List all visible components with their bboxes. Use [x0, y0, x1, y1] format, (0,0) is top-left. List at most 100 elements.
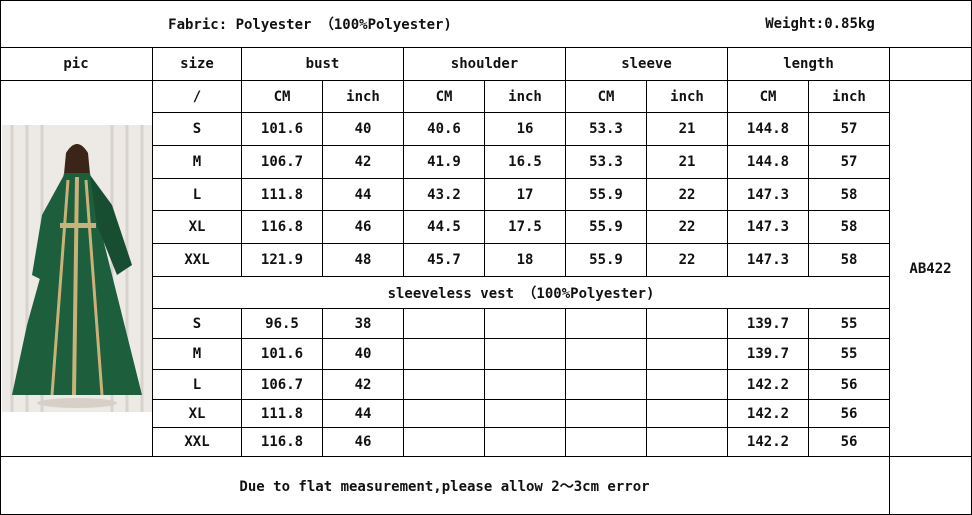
measurement-cell: 142.2 [728, 428, 809, 457]
measurement-cell: 147.3 [728, 244, 809, 277]
measurement-cell: 40 [323, 339, 404, 370]
measurement-cell [566, 428, 647, 457]
measurement-cell [566, 400, 647, 428]
unit-header: inch [485, 81, 566, 113]
measurement-cell: 53.3 [566, 113, 647, 146]
measurement-cell: 116.8 [242, 428, 323, 457]
measurement-cell: 40 [323, 113, 404, 146]
measurement-cell: 38 [323, 309, 404, 339]
unit-header: / [153, 81, 242, 113]
measurement-cell: 53.3 [566, 146, 647, 179]
fabric-label: Fabric: Polyester （100%Polyester) [168, 17, 452, 33]
measurement-cell [404, 400, 485, 428]
measurement-cell: 147.3 [728, 211, 809, 244]
measurement-cell: 21 [647, 146, 728, 179]
measurement-cell: 21 [647, 113, 728, 146]
column-header-shoulder: shoulder [404, 48, 566, 81]
empty-header [890, 48, 972, 81]
unit-header: inch [809, 81, 890, 113]
measurement-cell: 55.9 [566, 211, 647, 244]
measurement-cell: 41.9 [404, 146, 485, 179]
measurement-cell [485, 339, 566, 370]
measurement-cell [404, 370, 485, 400]
measurement-cell: 43.2 [404, 179, 485, 211]
measurement-cell [647, 309, 728, 339]
measurement-cell: 55.9 [566, 179, 647, 211]
footer-note: Due to flat measurement,please allow 2～3… [0, 457, 890, 515]
measurement-cell: 18 [485, 244, 566, 277]
size-label: M [153, 146, 242, 179]
measurement-cell: 44.5 [404, 211, 485, 244]
measurement-cell: 57 [809, 113, 890, 146]
measurement-cell [647, 400, 728, 428]
measurement-cell: 45.7 [404, 244, 485, 277]
measurement-cell: 58 [809, 244, 890, 277]
measurement-cell: 57 [809, 146, 890, 179]
column-header-bust: bust [242, 48, 404, 81]
measurement-cell: 56 [809, 370, 890, 400]
unit-header: CM [566, 81, 647, 113]
measurement-cell: 56 [809, 428, 890, 457]
measurement-cell: 55.9 [566, 244, 647, 277]
measurement-cell: 101.6 [242, 339, 323, 370]
empty-cell [890, 457, 972, 515]
measurement-cell [404, 309, 485, 339]
measurement-cell: 147.3 [728, 179, 809, 211]
unit-header: inch [647, 81, 728, 113]
measurement-cell: 22 [647, 179, 728, 211]
measurement-cell [404, 339, 485, 370]
measurement-cell [485, 400, 566, 428]
unit-header: CM [728, 81, 809, 113]
measurement-cell: 16 [485, 113, 566, 146]
measurement-cell: 40.6 [404, 113, 485, 146]
measurement-cell: 16.5 [485, 146, 566, 179]
unit-header: CM [404, 81, 485, 113]
measurement-cell [647, 428, 728, 457]
weight-label: Weight:0.85kg [765, 16, 875, 32]
measurement-cell: 58 [809, 179, 890, 211]
column-header-size: size [153, 48, 242, 81]
measurement-cell: 22 [647, 211, 728, 244]
size-label: L [153, 179, 242, 211]
measurement-cell: 116.8 [242, 211, 323, 244]
measurement-cell: 111.8 [242, 179, 323, 211]
measurement-cell: 142.2 [728, 370, 809, 400]
measurement-cell [647, 370, 728, 400]
measurement-cell [404, 428, 485, 457]
measurement-cell: 22 [647, 244, 728, 277]
measurement-cell: 46 [323, 428, 404, 457]
measurement-cell [566, 339, 647, 370]
measurement-cell: 17 [485, 179, 566, 211]
model-code: AB422 [890, 81, 972, 457]
measurement-cell: 139.7 [728, 339, 809, 370]
size-label: S [153, 309, 242, 339]
measurement-cell: 139.7 [728, 309, 809, 339]
product-photo [2, 125, 152, 412]
measurement-cell: 101.6 [242, 113, 323, 146]
size-label: L [153, 370, 242, 400]
vest-title: sleeveless vest （100%Polyester) [153, 277, 890, 309]
column-header-length: length [728, 48, 890, 81]
measurement-cell [485, 428, 566, 457]
measurement-cell: 142.2 [728, 400, 809, 428]
measurement-cell: 55 [809, 339, 890, 370]
pic-cell [0, 81, 153, 457]
measurement-cell: 58 [809, 211, 890, 244]
measurement-cell [647, 339, 728, 370]
measurement-cell: 44 [323, 179, 404, 211]
measurement-cell: 17.5 [485, 211, 566, 244]
measurement-cell: 111.8 [242, 400, 323, 428]
measurement-cell: 55 [809, 309, 890, 339]
measurement-cell: 56 [809, 400, 890, 428]
size-label: XL [153, 211, 242, 244]
measurement-cell [566, 370, 647, 400]
size-label: XXL [153, 244, 242, 277]
measurement-cell: 121.9 [242, 244, 323, 277]
measurement-cell [566, 309, 647, 339]
column-header-sleeve: sleeve [566, 48, 728, 81]
measurement-cell: 106.7 [242, 146, 323, 179]
measurement-cell: 44 [323, 400, 404, 428]
column-header-pic: pic [0, 48, 153, 81]
measurement-cell: 42 [323, 146, 404, 179]
measurement-cell: 144.8 [728, 113, 809, 146]
